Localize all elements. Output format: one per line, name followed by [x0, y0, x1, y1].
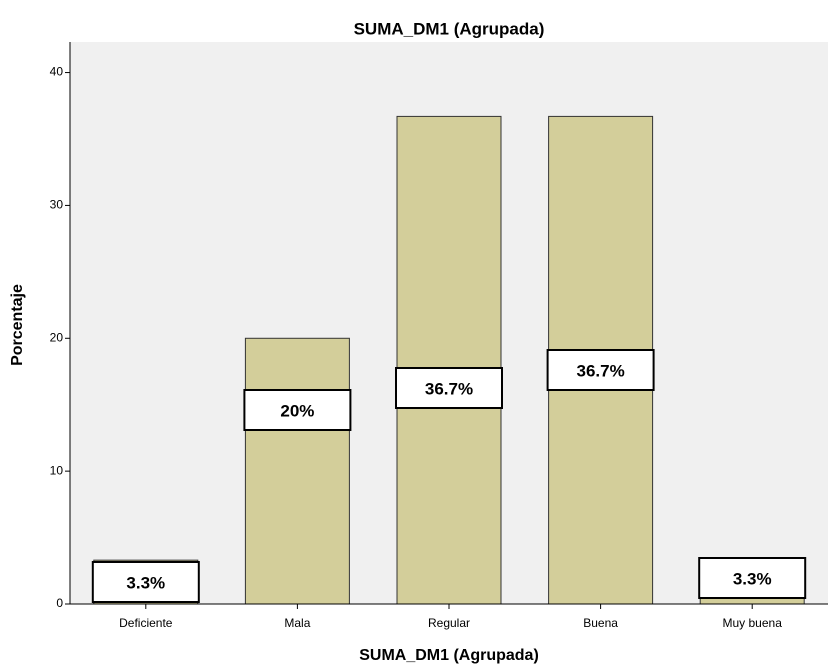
x-tick-label: Deficiente — [119, 616, 173, 630]
x-tick-label: Buena — [583, 616, 618, 630]
bar — [396, 115, 502, 605]
x-tick-label: Muy buena — [723, 616, 783, 630]
value-label: 3.3% — [126, 573, 165, 592]
value-label-box — [243, 389, 352, 431]
y-tick-label: 20 — [50, 330, 64, 344]
y-tick-label: 40 — [50, 65, 64, 79]
value-label-box — [698, 557, 807, 599]
bar — [244, 337, 350, 605]
y-tick-label: 30 — [50, 198, 64, 212]
value-label: 20% — [280, 401, 314, 420]
value-label-box — [546, 349, 655, 391]
y-axis-label: Porcentaje — [9, 284, 26, 366]
x-axis-label: SUMA_DM1 (Agrupada) — [359, 647, 539, 664]
value-label-box — [395, 367, 503, 409]
y-tick-label: 10 — [50, 463, 64, 477]
value-label: 3.3% — [733, 569, 772, 588]
value-label: 36.7% — [576, 361, 624, 380]
chart-title: SUMA_DM1 (Agrupada) — [354, 19, 545, 38]
y-tick-label: 0 — [56, 596, 63, 610]
x-tick-label: Mala — [284, 616, 310, 630]
value-label: 36.7% — [425, 379, 473, 398]
x-tick-label: Regular — [428, 616, 470, 630]
value-label-box — [91, 561, 200, 603]
